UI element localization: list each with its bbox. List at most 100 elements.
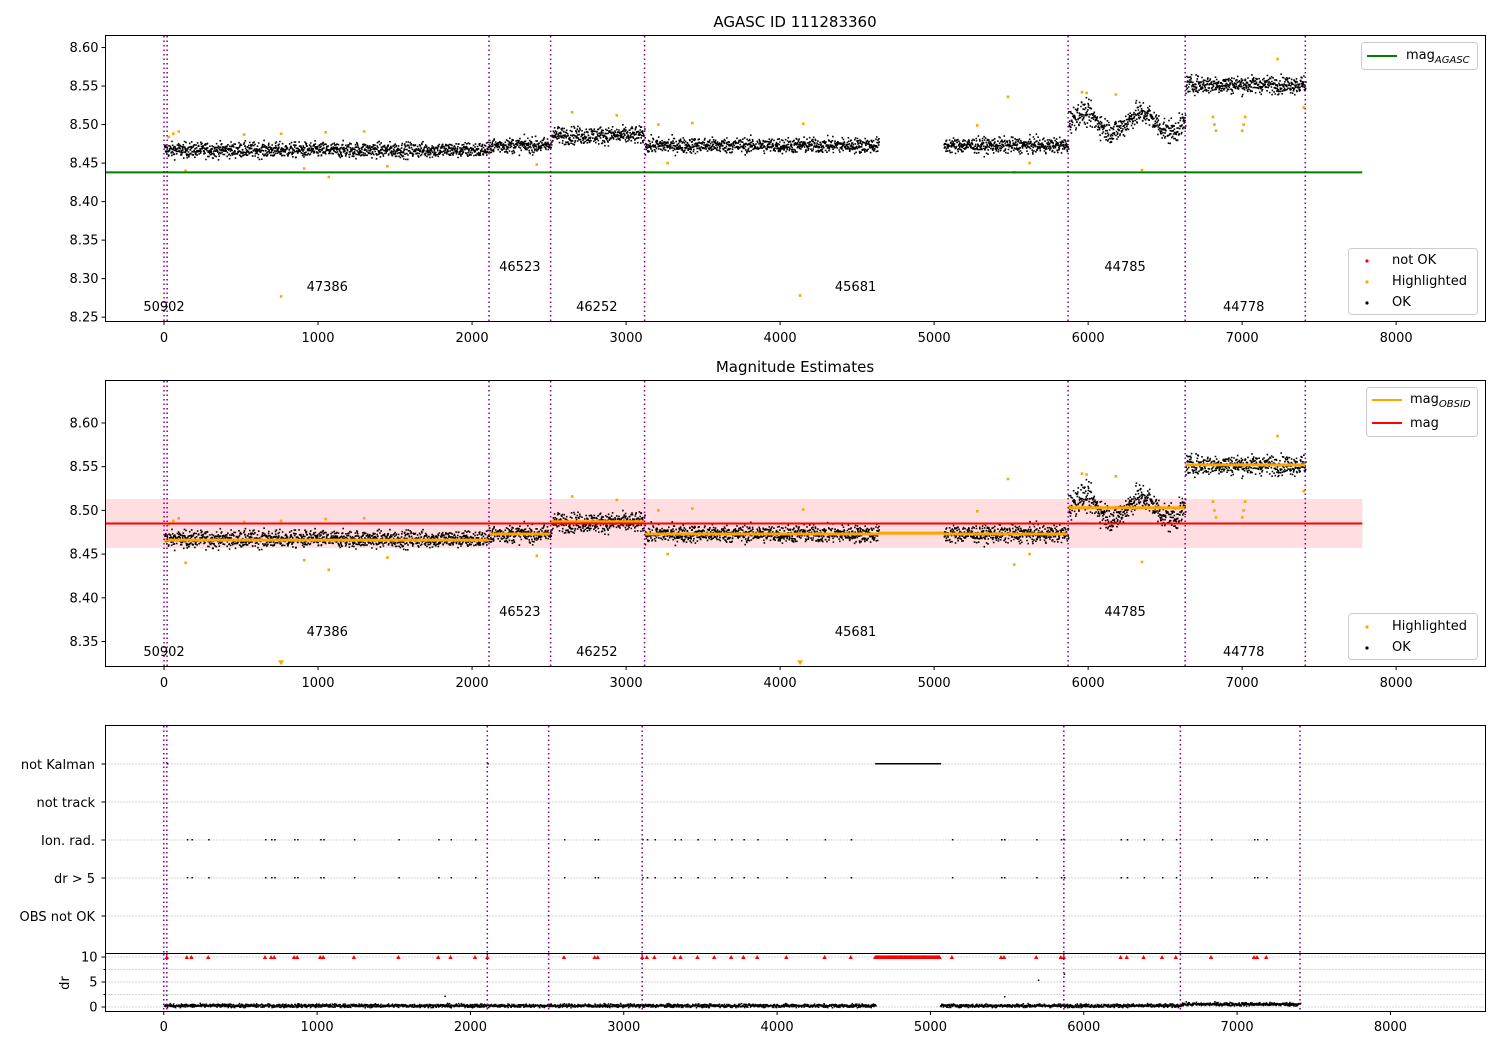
y-tick-label: 8.50 [70, 118, 99, 133]
flag-label-dr: dr > 5 [54, 872, 95, 887]
legend2-highlighted: Highlighted [1392, 619, 1467, 634]
agasc-panel-data [105, 57, 1363, 298]
flag-label-not-track: not track [36, 796, 95, 811]
agasc-panel: 50902 47386 46523 46252 45681 44785 44778 8.25… [70, 13, 1486, 346]
dr-panel: 0 5 10 0 1000 2000 3000 4000 5000 6000 7000 8000 dr [58, 951, 1486, 1036]
x-tick-label: 0 [160, 676, 168, 691]
legend-highlighted: Highlighted [1392, 274, 1467, 289]
x-tick-label: 5000 [918, 676, 951, 691]
y-tick-label: 8.35 [70, 635, 99, 650]
x-tick-label: 2000 [454, 1020, 487, 1035]
obsid-label: 44785 [1104, 260, 1145, 275]
y-tick-label: 8.45 [70, 157, 99, 172]
obsid-label: 44778 [1223, 645, 1264, 660]
dr-data [163, 955, 1302, 1009]
flags-axes: not Kalman not track Ion. rad. dr > 5 OB… [20, 758, 96, 925]
flag-label-not-kalman: not Kalman [21, 758, 95, 773]
legend-mag-agasc-main: mag [1406, 48, 1435, 63]
dr-vlines [163, 954, 1301, 1011]
obsid-label: 47386 [307, 625, 348, 640]
x-tick-label: 4000 [761, 1020, 794, 1035]
panel2-title: Magnitude Estimates [716, 358, 874, 376]
legend-agasc-line: magAGASC [1361, 42, 1478, 70]
flag-label-ion-rad: Ion. rad. [41, 834, 95, 849]
x-tick-label: 8000 [1380, 676, 1413, 691]
legend-mag: mag [1410, 416, 1439, 431]
y-tick-label: 8.60 [70, 416, 99, 431]
y-tick-label: 8.50 [70, 504, 99, 519]
magnitude-panel-frame [105, 380, 1486, 667]
legend-mag-obsid-sub: OBSID [1439, 399, 1471, 410]
obsid-label: 46523 [499, 605, 540, 620]
obsid-label: 45681 [835, 280, 876, 295]
svg-text:magAGASC: magAGASC [1406, 48, 1470, 66]
obsid-label: 44778 [1223, 300, 1264, 315]
x-tick-label: 0 [160, 331, 168, 346]
magnitude-panel-lines [105, 463, 1363, 542]
legend-mag-agasc-sub: AGASC [1434, 55, 1470, 66]
x-tick-label: 2000 [456, 331, 489, 346]
x-tick-label: 1000 [301, 331, 334, 346]
x-tick-label: 1000 [301, 676, 334, 691]
magnitude-panel: 50902 47386 46523 46252 45681 44785 44778 8.35… [70, 358, 1486, 691]
obsid-label: 46523 [499, 260, 540, 275]
figure-title: AGASC ID 111283360 [713, 13, 876, 31]
x-tick-label: 4000 [764, 331, 797, 346]
x-tick-label: 3000 [607, 1020, 640, 1035]
legend-ok: OK [1392, 295, 1411, 310]
y-tick-label: 8.25 [70, 311, 99, 326]
flag-label-obs-not-ok: OBS not OK [20, 910, 96, 925]
obsid-label: 44785 [1104, 605, 1145, 620]
x-tick-label: 6000 [1067, 1020, 1100, 1035]
x-tick-label: 3000 [610, 676, 643, 691]
obsid-label: 50902 [143, 645, 184, 660]
obsid-label: 47386 [307, 280, 348, 295]
obsid-label: 46252 [576, 300, 617, 315]
obsid-label: 50902 [143, 300, 184, 315]
x-tick-label: 6000 [1072, 676, 1105, 691]
x-tick-label: 3000 [610, 331, 643, 346]
x-tick-label: 6000 [1072, 331, 1105, 346]
x-tick-label: 2000 [456, 676, 489, 691]
obsid-label: 45681 [835, 625, 876, 640]
legend2-ok: OK [1392, 640, 1411, 655]
legend-magnitude-lines: magOBSID mag [1366, 387, 1478, 437]
x-tick-label: 7000 [1221, 1020, 1254, 1035]
dr-points [163, 973, 1302, 1009]
dr-tick-label: 5 [89, 976, 97, 991]
dr-grid [105, 956, 1486, 1008]
out-of-range-marker [278, 660, 285, 666]
x-tick-label: 7000 [1226, 676, 1259, 691]
flags-panel: not Kalman not track Ion. rad. dr > 5 OB… [20, 725, 1486, 954]
dr-clipped-markers [164, 955, 1269, 959]
legend-mag-obsid-main: mag [1410, 392, 1439, 407]
magnitude-panel-obsid-labels: 50902 47386 46523 46252 45681 44785 44778 [143, 605, 1264, 660]
dr-tick-label: 0 [89, 1001, 97, 1016]
y-tick-label: 8.55 [70, 460, 99, 475]
agasc-panel-axes: 8.25 8.30 8.35 8.40 8.45 8.50 8.55 8.60 0 1000 200… [70, 41, 1413, 346]
x-tick-label: 5000 [918, 331, 951, 346]
legend-magnitude-points: Highlighted OK [1348, 613, 1478, 660]
magnitude-panel-axes: 8.35 8.40 8.45 8.50 8.55 8.60 0 1000 2000 3000 400… [70, 416, 1413, 691]
dr-axes: 0 5 10 0 1000 2000 3000 4000 5000 6000 7000 8000 [81, 951, 1407, 1036]
svg-text:magOBSID: magOBSID [1410, 392, 1471, 410]
y-tick-label: 8.45 [70, 548, 99, 563]
flags-vlines [163, 726, 1301, 953]
agasc-panel-frame [105, 35, 1486, 322]
y-tick-label: 8.35 [70, 234, 99, 249]
x-tick-label: 5000 [914, 1020, 947, 1035]
obsid-label: 46252 [576, 645, 617, 660]
x-tick-label: 7000 [1226, 331, 1259, 346]
y-tick-label: 8.60 [70, 41, 99, 56]
x-tick-label: 8000 [1380, 331, 1413, 346]
ok-points [164, 73, 1307, 161]
x-tick-label: 4000 [764, 676, 797, 691]
y-tick-label: 8.55 [70, 80, 99, 95]
x-tick-label: 0 [160, 1020, 168, 1035]
dr-ylabel: dr [58, 976, 73, 990]
agasc-panel-obsid-labels: 50902 47386 46523 46252 45681 44785 44778 [143, 260, 1264, 315]
x-tick-label: 8000 [1374, 1020, 1407, 1035]
x-tick-label: 1000 [301, 1020, 334, 1035]
y-tick-label: 8.40 [70, 195, 99, 210]
legend-agasc-points: not OK Highlighted OK [1348, 248, 1478, 315]
